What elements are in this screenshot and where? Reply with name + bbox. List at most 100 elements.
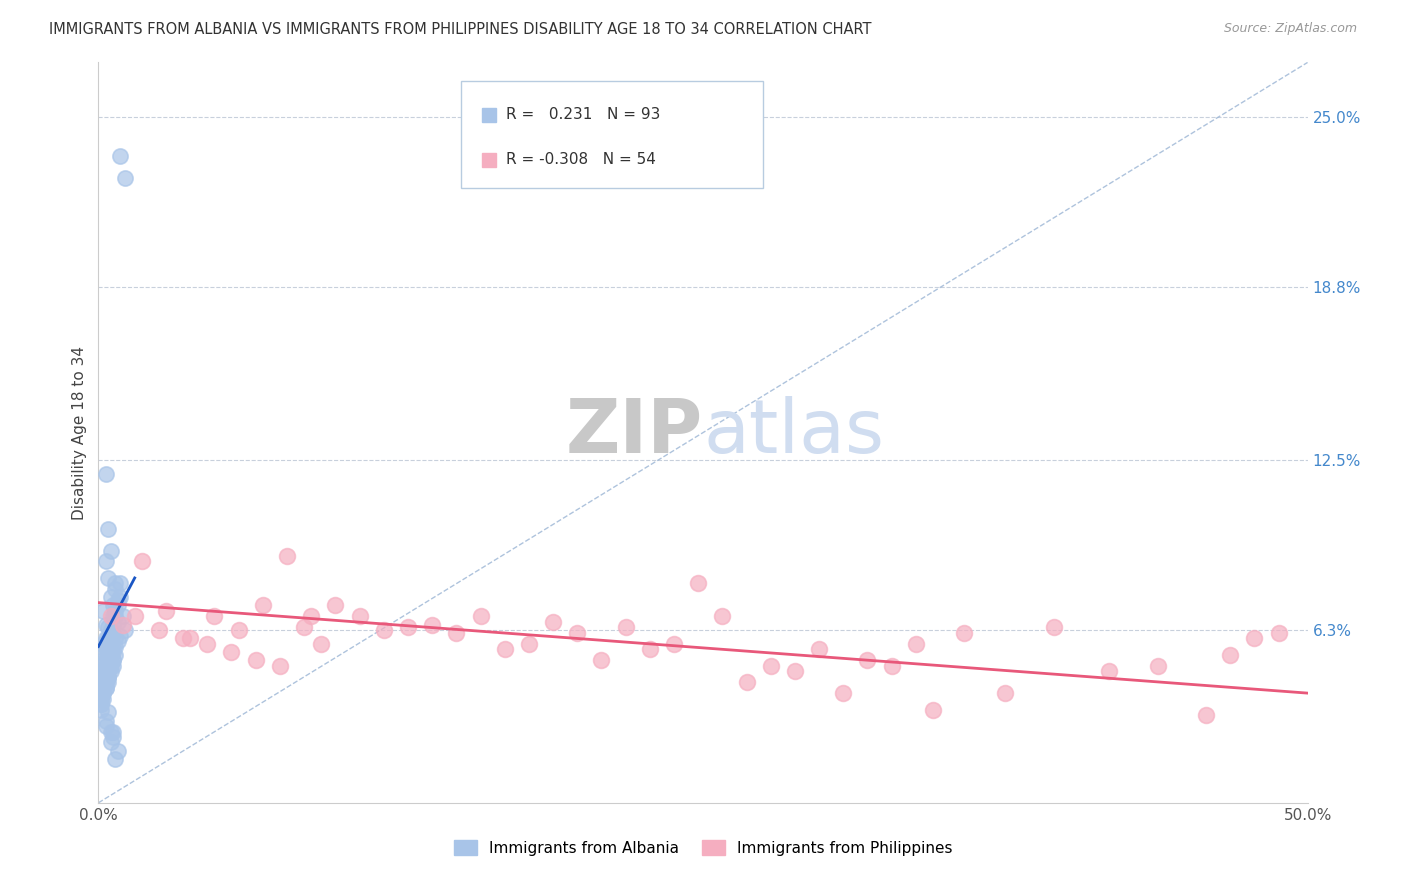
Point [124, 609, 146, 624]
Point [104, 604, 127, 618]
Point [179, 632, 201, 646]
Point [107, 599, 129, 613]
Point [904, 637, 927, 651]
Text: Source: ZipAtlas.com: Source: ZipAtlas.com [1223, 22, 1357, 36]
Point [101, 625, 124, 640]
Point [97, 620, 120, 634]
Point [94, 467, 117, 481]
Point [97, 571, 120, 585]
Point [101, 645, 124, 659]
Legend: Immigrants from Albania, Immigrants from Philippines: Immigrants from Albania, Immigrants from… [447, 834, 959, 862]
Point [994, 686, 1017, 700]
Point [100, 648, 122, 662]
Point [107, 593, 129, 607]
Text: atlas: atlas [703, 396, 884, 469]
Point [100, 623, 122, 637]
Point [108, 628, 131, 642]
Point [90, 697, 112, 711]
Point [494, 642, 516, 657]
Point [880, 658, 903, 673]
Point [91, 675, 114, 690]
Point [662, 637, 685, 651]
Point [90, 664, 112, 678]
Point [100, 625, 122, 640]
Point [1098, 664, 1121, 678]
Point [91, 664, 114, 678]
Point [195, 637, 218, 651]
Point [420, 617, 443, 632]
Point [101, 640, 124, 654]
Point [567, 625, 589, 640]
Point [299, 609, 322, 624]
Point [349, 609, 371, 624]
Point [269, 658, 291, 673]
Text: ZIP: ZIP [565, 396, 703, 469]
Point [155, 604, 177, 618]
Point [808, 642, 831, 657]
Point [104, 640, 127, 654]
Point [148, 623, 170, 637]
Point [614, 620, 637, 634]
Point [783, 664, 806, 678]
Point [94, 681, 117, 695]
Point [1243, 632, 1265, 646]
Point [94, 714, 117, 728]
Point [711, 609, 734, 624]
Point [97, 522, 120, 536]
Point [114, 623, 136, 637]
Point [91, 691, 114, 706]
Point [396, 620, 419, 634]
Point [90, 664, 112, 678]
Point [94, 719, 117, 733]
Point [100, 632, 122, 646]
Point [100, 658, 122, 673]
Point [94, 681, 117, 695]
Point [104, 632, 127, 646]
Point [108, 576, 131, 591]
Point [1267, 625, 1289, 640]
Point [97, 675, 120, 690]
Point [470, 609, 492, 624]
Point [735, 675, 758, 690]
Text: R = -0.308   N = 54: R = -0.308 N = 54 [506, 153, 655, 167]
Point [90, 691, 112, 706]
Point [101, 658, 124, 673]
Point [91, 681, 114, 695]
Point [104, 609, 127, 624]
Point [325, 599, 347, 613]
Point [953, 625, 976, 640]
Text: R =   0.231   N = 93: R = 0.231 N = 93 [506, 107, 661, 122]
Point [101, 617, 124, 632]
Point [91, 686, 114, 700]
Point [832, 686, 855, 700]
Point [94, 554, 117, 568]
Point [1219, 648, 1241, 662]
Point [100, 543, 122, 558]
Point [104, 576, 127, 591]
Point [97, 632, 120, 646]
Point [94, 637, 117, 651]
Point [638, 642, 661, 657]
Point [1146, 658, 1168, 673]
Point [104, 648, 127, 662]
Point [107, 744, 129, 758]
Point [97, 670, 120, 684]
Point [90, 645, 112, 659]
Point [104, 752, 127, 766]
Point [517, 637, 540, 651]
Point [97, 640, 120, 654]
Point [309, 637, 332, 651]
Point [101, 653, 124, 667]
Point [856, 653, 879, 667]
Point [97, 706, 120, 720]
Point [97, 670, 120, 684]
Point [252, 599, 274, 613]
Point [100, 664, 122, 678]
Point [446, 625, 468, 640]
Point [94, 653, 117, 667]
Point [111, 609, 134, 624]
Text: IMMIGRANTS FROM ALBANIA VS IMMIGRANTS FROM PHILIPPINES DISABILITY AGE 18 TO 34 C: IMMIGRANTS FROM ALBANIA VS IMMIGRANTS FR… [49, 22, 872, 37]
Point [94, 642, 117, 657]
Point [94, 617, 117, 632]
Point [100, 724, 122, 739]
